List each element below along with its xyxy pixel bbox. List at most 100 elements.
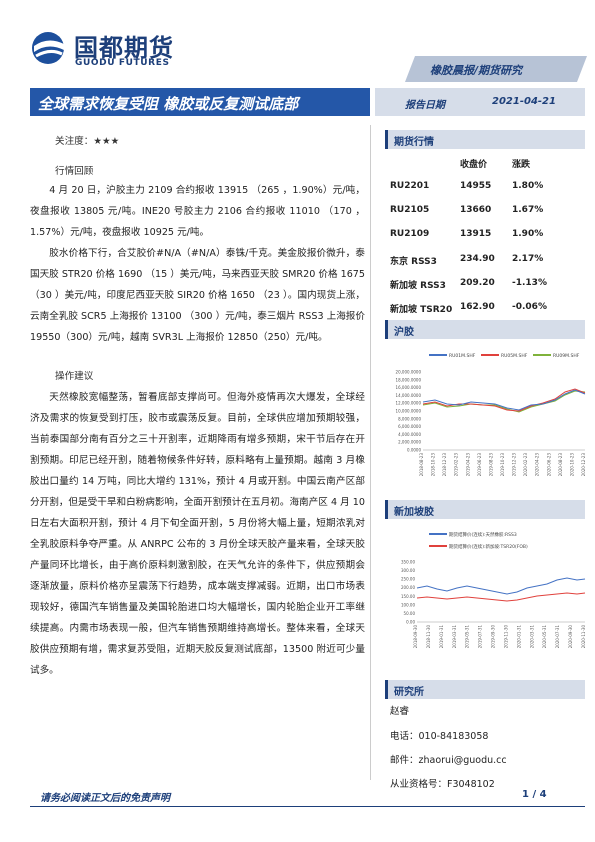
banner-bg (405, 56, 587, 82)
section-bar: 新加坡胶 (385, 500, 585, 519)
x-tick-label: 2020-03-31 (529, 625, 534, 649)
logo-en: GUODU FUTURES (75, 58, 170, 68)
y-tick-label: 12,000.0000 (396, 401, 422, 406)
section-bar: 期货行情 (385, 130, 585, 149)
divider (370, 125, 371, 780)
y-tick-label: 10,000.0000 (396, 409, 422, 414)
y-tick-label: 200.00 (401, 585, 415, 590)
page-number: 1 / 4 (522, 789, 547, 800)
x-tick-label: 2019-08-23 (488, 453, 493, 477)
y-tick-label: 100.00 (401, 602, 415, 607)
title-bar (30, 88, 370, 116)
y-tick-label: 18,000.0000 (396, 377, 422, 382)
change: 2.17% (512, 253, 544, 264)
y-tick-label: 20,000.0000 (396, 370, 422, 375)
x-tick-label: 2020-07-31 (555, 625, 560, 649)
attention: 关注度：★★★ (55, 136, 120, 147)
x-tick-label: 2018-10-23 (431, 453, 436, 477)
x-tick-label: 2020-02-23 (523, 453, 528, 477)
row-label: RU2201 (390, 181, 430, 191)
x-tick-label: 2019-09-30 (491, 625, 496, 649)
x-tick-label: 2019-04-23 (465, 453, 470, 477)
x-tick-label: 2019-06-23 (477, 453, 482, 477)
row-label: RU2109 (390, 229, 430, 240)
row-label: 东京 RSS3 (390, 256, 437, 267)
change: 1.80% (512, 181, 544, 191)
logo-icon (32, 32, 64, 64)
close-price: 14955 (460, 181, 492, 191)
close-price: 209.20 (460, 277, 495, 288)
disclaimer: 请务必阅读正文后的免责声明 (40, 793, 170, 804)
x-tick-label: 2018-11-30 (426, 625, 431, 649)
banner: 橡胶晨报/期货研究 (430, 64, 523, 77)
y-tick-label: 14,000.0000 (396, 393, 422, 398)
x-tick-label: 2020-09-30 (568, 625, 573, 649)
legend-label: 期货结算价(连续):天然橡胶:RSS3 (449, 531, 517, 538)
column-header: 收盘价 (460, 160, 488, 170)
x-tick-label: 2019-01-31 (439, 625, 444, 649)
section-bar: 研究所 (385, 680, 585, 699)
y-tick-label: 50.00 (404, 611, 416, 616)
y-tick-label: 0.00 (406, 620, 415, 625)
x-tick-label: 2020-08-23 (558, 453, 563, 477)
x-tick-label: 2019-10-23 (500, 453, 505, 477)
change: -1.13% (512, 277, 547, 288)
date-bar (375, 88, 585, 116)
x-tick-label: 2018-08-23 (419, 453, 424, 477)
x-tick-label: 2019-12-23 (512, 453, 517, 477)
chart: RU01M.SHF RU05M.SHF RU09M.SHF 20,000.0000 18… (396, 353, 586, 477)
y-tick-label: 150.00 (401, 594, 415, 599)
paragraph: 胶水价格下行，合艾胶价#N/A（#N/A）泰铢/千克。美金胶报价微升，泰国天胶 … (30, 248, 366, 343)
chart: 期货结算价(连续):天然橡胶:RSS3 期货结算价(连续):新加坡:TSR20(F… (401, 531, 586, 649)
y-tick-label: 8,000.0000 (398, 416, 421, 421)
change: 1.67% (512, 205, 544, 216)
y-tick-label: 16,000.0000 (396, 385, 422, 390)
x-tick-label: 2019-03-31 (452, 625, 457, 649)
close-price: 162.90 (460, 302, 495, 312)
date-label: 报告日期 (405, 100, 445, 111)
change: 1.90% (512, 229, 544, 240)
x-tick-label: 2019-02-23 (454, 453, 459, 477)
close-price: 13660 (460, 205, 492, 216)
advice-heading: 操作建议 (55, 371, 94, 382)
legend-label: RU01M.SHF (449, 353, 476, 359)
legend-label: RU05M.SHF (501, 353, 528, 359)
row-label: RU2105 (390, 205, 430, 216)
x-tick-label: 2020-04-23 (535, 453, 540, 477)
x-tick-label: 2018-09-30 (413, 625, 418, 649)
analyst: 赵睿 (390, 706, 410, 717)
column-header: 涨跌 (512, 160, 531, 170)
logo-cn: 国都期货 (74, 34, 174, 62)
change: -0.06% (512, 302, 547, 312)
x-tick-label: 2019-11-30 (503, 625, 508, 649)
row-label: 新加坡 TSR20 (390, 305, 453, 315)
x-tick-label: 2020-10-23 (569, 453, 574, 477)
close-price: 234.90 (460, 253, 495, 264)
review-heading: 行情回顾 (55, 166, 94, 177)
x-tick-label: 2020-12-23 (581, 453, 586, 477)
license: 从业资格号：F3048102 (390, 779, 495, 790)
footer-rule (30, 806, 585, 807)
date: 2021-04-21 (492, 96, 556, 107)
x-tick-label: 2019-07-31 (478, 625, 483, 649)
y-tick-label: 350.00 (401, 560, 415, 565)
x-tick-label: 2018-12-23 (442, 453, 447, 477)
email: 邮件：zhaorui@guodu.cc (390, 755, 507, 766)
x-tick-label: 2020-06-23 (546, 453, 551, 477)
y-tick-label: 4,000.0000 (398, 432, 421, 437)
row-label: 新加坡 RSS3 (390, 280, 446, 291)
y-tick-label: 6,000.0000 (398, 424, 421, 429)
y-tick-label: 2,000.0000 (398, 440, 421, 445)
phone: 电话：010-84183058 (390, 731, 489, 742)
x-tick-label: 2020-11-30 (581, 625, 586, 649)
y-tick-label: 250.00 (401, 577, 415, 582)
paragraph: 天然橡胶宽幅整荡，暂看底部支撑尚可。但海外疫情再次大爆发，全球经济及需求的恢复受… (30, 392, 365, 676)
legend-label: 期货结算价(连续):新加坡:TSR20(FOB) (449, 543, 528, 550)
y-tick-label: 300.00 (401, 568, 415, 573)
y-tick-label: 0.0000 (407, 448, 421, 453)
x-tick-label: 2019-05-31 (465, 625, 470, 649)
x-tick-label: 2020-05-31 (542, 625, 547, 649)
legend-label: RU09M.SHF (553, 353, 580, 359)
paragraph: 4 月 20 日，沪胶主力 2109 合约报收 13915 （265 ，1.90… (30, 185, 365, 238)
